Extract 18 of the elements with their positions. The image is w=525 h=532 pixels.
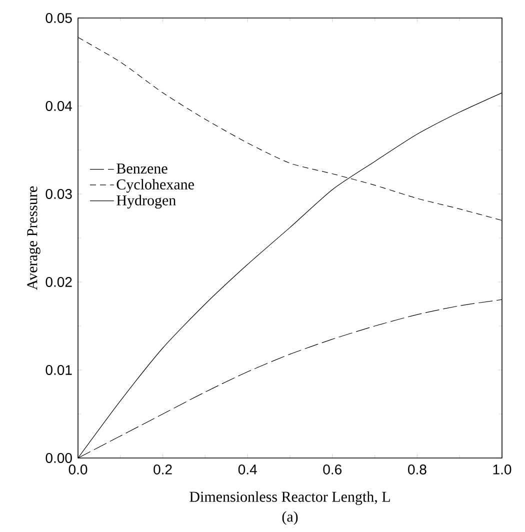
- legend-label: Benzene: [116, 164, 168, 174]
- y-tick-label: 0.05: [46, 13, 72, 23]
- y-axis-title: Average Pressure: [27, 186, 40, 290]
- y-tick-label: 0.01: [46, 365, 72, 375]
- y-tick-label: 0.00: [46, 453, 72, 463]
- x-axis-title: Dimensionless Reactor Length, L: [190, 491, 390, 505]
- text: (a): [282, 511, 298, 525]
- x-tick-label: 0.8: [408, 464, 426, 474]
- legend-label: Cyclohexane: [116, 178, 194, 193]
- x-tick-label: 0.2: [154, 464, 172, 474]
- x-tick-label: 0.6: [323, 464, 342, 474]
- x-tick-label: 0.0: [68, 464, 88, 474]
- x-tick-label: 1.0: [493, 464, 512, 474]
- legend-label: Hydrogen: [116, 194, 176, 208]
- x-tick-label: 0.4: [238, 464, 257, 474]
- y-tick-label: 0.03: [46, 189, 72, 199]
- y-tick-label: 0.02: [46, 277, 72, 287]
- y-tick-label: 0.04: [46, 101, 72, 111]
